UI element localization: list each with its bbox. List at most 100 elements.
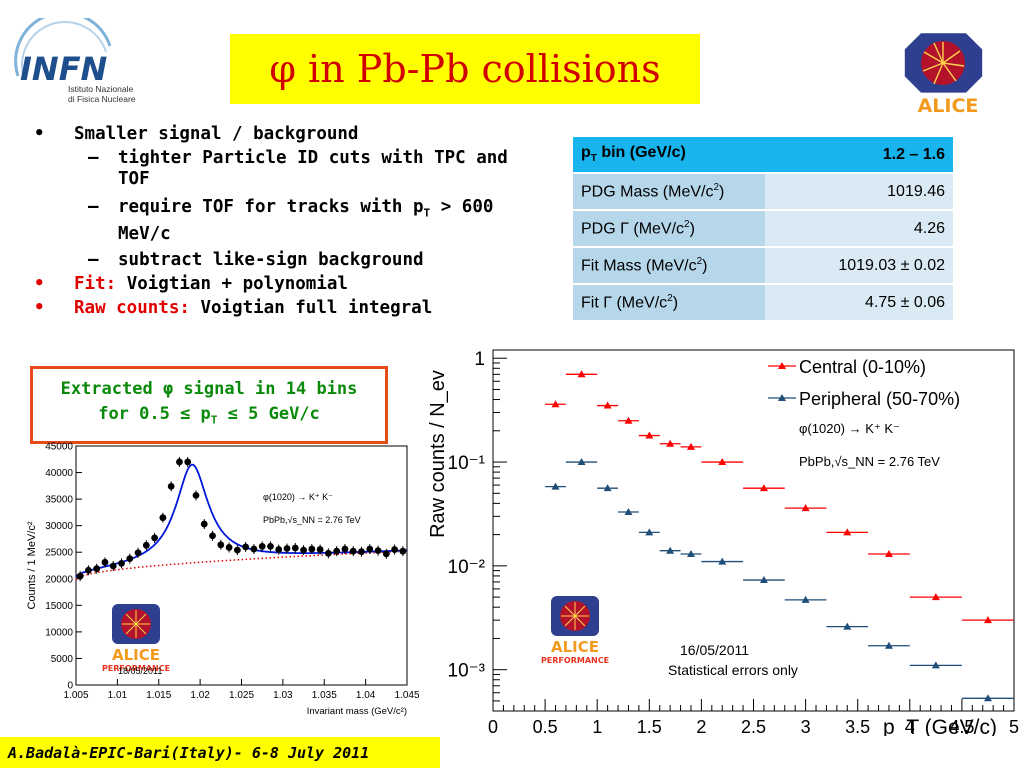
x-tick-label: 0.5	[533, 717, 558, 736]
data-point	[686, 550, 695, 558]
bullet-text-continued: TOF	[118, 169, 150, 189]
table-row: PDG Γ (MeV/c2) 4.26	[573, 210, 953, 248]
data-point	[983, 616, 992, 624]
data-point	[192, 491, 200, 499]
x-tick-label: 1.005	[63, 690, 88, 701]
data-point	[645, 528, 654, 536]
data-point	[801, 504, 810, 512]
infn-name-line2: di Fisica Nucleare	[68, 94, 136, 104]
chart-annotation: PbPb,√s_NN = 2.76 TeV	[799, 454, 940, 469]
chart-date: 16/05/2011	[680, 642, 749, 658]
x-tick-label: 0	[488, 717, 498, 736]
bullet-item: • Fit: Voigtian + polynomial	[34, 274, 554, 295]
data-point	[759, 484, 768, 492]
data-point	[349, 547, 357, 555]
data-point	[333, 547, 341, 555]
data-point	[931, 593, 940, 601]
x-tick-label: 1.045	[394, 690, 419, 701]
infn-wordmark: INFN	[20, 50, 108, 88]
data-point	[624, 416, 633, 424]
logo-ray	[125, 623, 137, 635]
data-point	[884, 550, 893, 558]
data-point	[308, 545, 316, 553]
data-point	[126, 555, 134, 562]
table-cell-value: 4.26	[765, 210, 953, 248]
logo-ray	[564, 605, 576, 617]
table-cell-label: pT bin (GeV/c)	[573, 137, 765, 174]
table-row: Fit Mass (MeV/c2) 1019.03 ± 0.02	[573, 247, 953, 285]
data-point	[801, 595, 810, 603]
x-tick-label: 1.015	[146, 690, 171, 701]
bullet-list: • Smaller signal / background – tighter …	[34, 124, 554, 319]
y-tick-label: 35000	[45, 495, 73, 506]
x-tick-label: 5	[1009, 717, 1019, 736]
logo-ray	[135, 613, 147, 625]
bullet-text: Smaller signal / background	[74, 124, 359, 144]
bullet-text-continued: MeV/c	[118, 223, 171, 244]
bullet-item: – tighter Particle ID cuts with TPC and …	[34, 148, 554, 190]
data-point	[258, 542, 266, 550]
data-point	[686, 442, 695, 450]
bullet-text-tail: > 600	[430, 197, 494, 217]
x-tick-label: 1.02	[190, 690, 210, 701]
data-point	[176, 458, 183, 466]
data-point	[142, 541, 150, 549]
data-point	[843, 622, 852, 630]
chart-annotation: PbPb,√s_NN = 2.76 TeV	[263, 515, 361, 525]
data-point	[382, 550, 390, 558]
table-cell-label: Fit Γ (MeV/c2)	[573, 284, 765, 322]
table-cell-label: PDG Mass (MeV/c2)	[573, 173, 765, 211]
data-point	[267, 542, 274, 550]
x-tick-label: 1.01	[108, 690, 128, 701]
bullet-text: subtract like-sign background	[118, 249, 424, 270]
logo-ray	[574, 615, 586, 627]
data-point	[931, 661, 940, 669]
infn-logo: INFN Istituto Nazionale di Fisica Nuclea…	[10, 11, 160, 108]
data-point	[366, 545, 374, 553]
data-point	[603, 484, 612, 492]
data-point	[275, 546, 283, 553]
data-point	[983, 694, 992, 702]
data-point	[374, 547, 382, 555]
data-point	[233, 546, 241, 554]
x-tick-label: 3.5	[845, 717, 870, 736]
x-tick-label: 4	[905, 717, 915, 736]
data-point	[217, 541, 225, 549]
alice-logo: ALICE	[898, 26, 998, 117]
bullet-text: require TOF for tracks with p	[118, 197, 424, 217]
table-cell-value: 1.2 – 1.6	[765, 137, 953, 174]
bullet-item: • Raw counts: Voigtian full integral	[34, 298, 554, 319]
y-tick-label: 40000	[45, 468, 73, 479]
table-cell-label: PDG Γ (MeV/c2)	[573, 210, 765, 248]
data-point	[101, 558, 109, 566]
data-point	[93, 565, 101, 573]
data-point	[391, 546, 398, 553]
data-point	[645, 431, 654, 439]
table-row: pT bin (GeV/c) 1.2 – 1.6	[573, 137, 953, 174]
chart-annotation: φ(1020) → K⁺ K⁻	[263, 492, 333, 502]
data-point	[666, 439, 675, 447]
signal-callout: Extracted φ signal in 14 bins for 0.5 ≤ …	[30, 366, 388, 444]
y-tick-label: 1	[474, 349, 485, 370]
x-tick-label: 1.03	[273, 690, 293, 701]
y-tick-label: 10⁻²	[448, 557, 486, 578]
x-axis-label: p_T (GeV/c)	[883, 716, 997, 736]
bullet-item: – require TOF for tracks with pT > 600 M…	[34, 197, 554, 245]
data-point	[341, 545, 349, 553]
data-point	[151, 534, 159, 542]
data-point	[316, 546, 324, 553]
bullet-text: tighter Particle ID cuts with TPC and	[118, 148, 508, 168]
bullet-item: • Smaller signal / background	[34, 124, 554, 145]
bullet-text: Voigtian + polynomial	[116, 273, 348, 294]
bullet-marker: •	[34, 297, 45, 318]
data-point	[399, 547, 407, 555]
table-cell-value: 1019.46	[765, 173, 953, 211]
logo-ray	[125, 613, 137, 625]
data-point	[718, 557, 727, 565]
x-tick-label: 3	[801, 717, 811, 736]
infn-emblem: INFN Istituto Nazionale di Fisica Nuclea…	[14, 11, 136, 104]
raw-counts-chart: 1 10⁻¹ 10⁻² 10⁻³ 0 0.5 1 1.5 2 2.5 3 3.5 4 4.5 5 p_T (G…	[427, 349, 1019, 736]
bullet-label: Raw counts:	[74, 297, 190, 318]
data-point	[666, 546, 675, 554]
logo-ray	[135, 623, 147, 635]
